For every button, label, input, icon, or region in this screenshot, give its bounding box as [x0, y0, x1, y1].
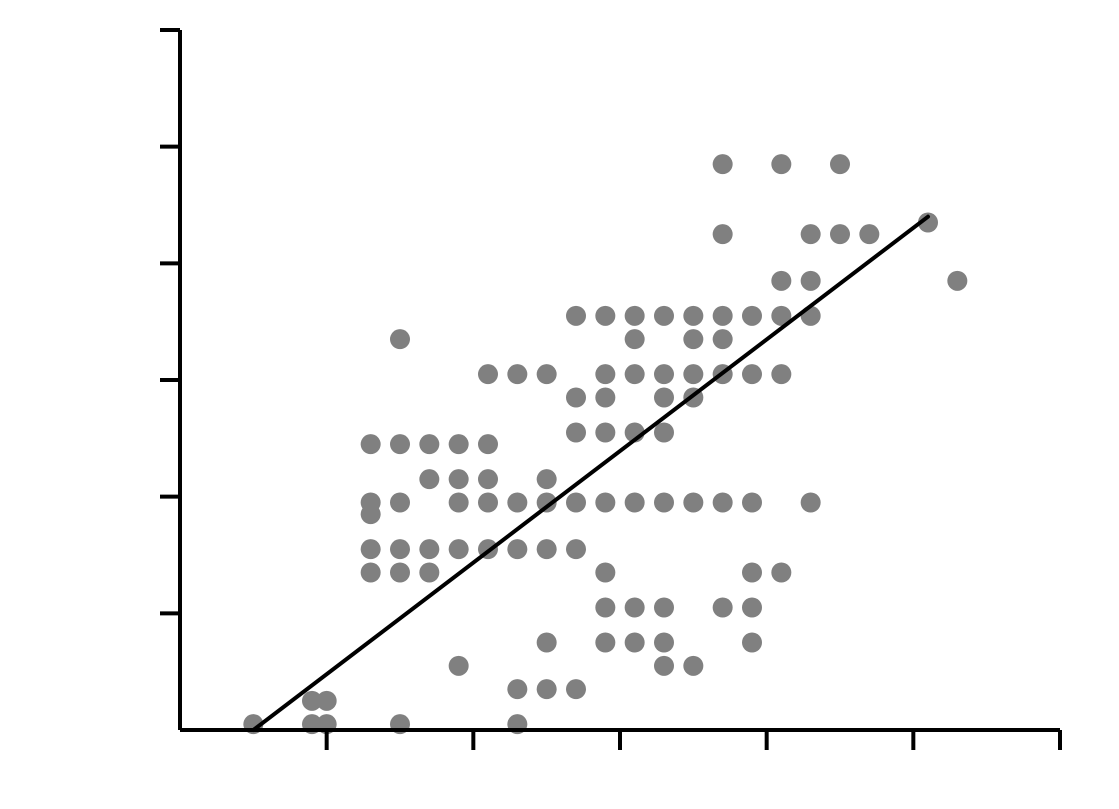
- data-point: [830, 224, 850, 244]
- data-point: [771, 563, 791, 583]
- data-point: [566, 539, 586, 559]
- data-point: [595, 388, 615, 408]
- data-point: [713, 598, 733, 618]
- data-point: [654, 493, 674, 513]
- data-point: [566, 423, 586, 443]
- data-point: [595, 493, 615, 513]
- data-point: [449, 656, 469, 676]
- data-point: [449, 434, 469, 454]
- data-point: [595, 563, 615, 583]
- data-point: [595, 423, 615, 443]
- data-point: [566, 306, 586, 326]
- data-point: [683, 329, 703, 349]
- data-point: [478, 434, 498, 454]
- data-point: [801, 224, 821, 244]
- data-point: [654, 423, 674, 443]
- data-point: [537, 364, 557, 384]
- data-point: [507, 364, 527, 384]
- data-point: [830, 154, 850, 174]
- data-point: [537, 469, 557, 489]
- data-point: [361, 539, 381, 559]
- data-point: [361, 563, 381, 583]
- data-point: [654, 598, 674, 618]
- data-point: [654, 364, 674, 384]
- data-point: [625, 633, 645, 653]
- data-point: [683, 364, 703, 384]
- data-point: [507, 539, 527, 559]
- data-point: [625, 493, 645, 513]
- data-point: [317, 691, 337, 711]
- data-point: [390, 493, 410, 513]
- data-point: [595, 306, 615, 326]
- data-point: [771, 271, 791, 291]
- data-point: [742, 493, 762, 513]
- data-point: [478, 469, 498, 489]
- data-point: [683, 493, 703, 513]
- data-point: [537, 539, 557, 559]
- data-point: [390, 434, 410, 454]
- data-point: [683, 656, 703, 676]
- data-point: [713, 493, 733, 513]
- data-point: [390, 329, 410, 349]
- data-point: [390, 539, 410, 559]
- data-point: [742, 306, 762, 326]
- data-point: [713, 154, 733, 174]
- data-point: [566, 679, 586, 699]
- data-point: [449, 469, 469, 489]
- data-point: [654, 656, 674, 676]
- data-point: [419, 469, 439, 489]
- data-point: [859, 224, 879, 244]
- data-point: [625, 306, 645, 326]
- data-point: [683, 306, 703, 326]
- data-point: [478, 493, 498, 513]
- data-point: [361, 434, 381, 454]
- data-point: [361, 493, 381, 513]
- data-point: [654, 306, 674, 326]
- data-point: [419, 434, 439, 454]
- data-point: [654, 388, 674, 408]
- data-point: [419, 539, 439, 559]
- chart-background: [0, 0, 1119, 809]
- data-point: [478, 364, 498, 384]
- data-point: [537, 679, 557, 699]
- data-point: [742, 633, 762, 653]
- data-point: [595, 633, 615, 653]
- data-point: [625, 329, 645, 349]
- scatter-chart: [0, 0, 1119, 809]
- data-point: [507, 493, 527, 513]
- data-point: [742, 563, 762, 583]
- data-point: [713, 329, 733, 349]
- data-point: [507, 679, 527, 699]
- data-point: [625, 598, 645, 618]
- data-point: [947, 271, 967, 291]
- data-point: [771, 364, 791, 384]
- data-point: [566, 388, 586, 408]
- data-point: [713, 306, 733, 326]
- data-point: [595, 598, 615, 618]
- data-point: [625, 364, 645, 384]
- data-point: [742, 364, 762, 384]
- data-point: [713, 224, 733, 244]
- data-point: [449, 493, 469, 513]
- data-point: [801, 271, 821, 291]
- data-point: [595, 364, 615, 384]
- data-point: [419, 563, 439, 583]
- data-point: [771, 154, 791, 174]
- data-point: [449, 539, 469, 559]
- data-point: [537, 633, 557, 653]
- data-point: [654, 633, 674, 653]
- data-point: [566, 493, 586, 513]
- data-point: [390, 563, 410, 583]
- data-point: [801, 493, 821, 513]
- data-point: [742, 598, 762, 618]
